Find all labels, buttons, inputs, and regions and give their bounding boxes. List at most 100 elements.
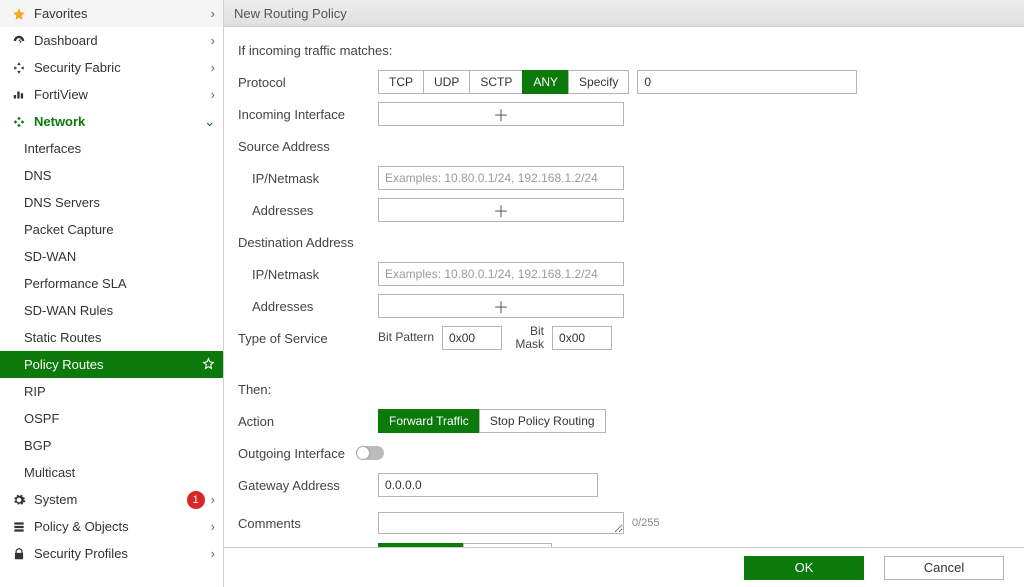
nav-label: Policy & Objects (34, 519, 211, 534)
protocol-opt-any[interactable]: ANY (522, 70, 569, 94)
row-gateway: Gateway Address (238, 471, 1010, 499)
gateway-input[interactable] (378, 473, 598, 497)
chevron-down-icon: ⌄ (204, 114, 215, 130)
sidebar-item-packet-capture[interactable]: Packet Capture (0, 216, 223, 243)
policy-icon (10, 520, 28, 534)
nav-label: Policy Routes (24, 357, 202, 372)
nav-label: RIP (24, 384, 215, 399)
protocol-opt-tcp[interactable]: TCP (378, 70, 424, 94)
protocol-opt-sctp[interactable]: SCTP (469, 70, 523, 94)
chevron-right-icon: › (211, 6, 215, 21)
label-tos: Type of Service (238, 331, 378, 346)
nav-label: System (34, 492, 187, 507)
label-incoming-interface: Incoming Interface (238, 107, 378, 122)
cancel-button[interactable]: Cancel (884, 556, 1004, 580)
sidebar-item-sdwan[interactable]: SD-WAN (0, 243, 223, 270)
sidebar-item-security-profiles[interactable]: Security Profiles › (0, 540, 223, 567)
row-dst-ipnetmask: IP/Netmask (238, 260, 1010, 288)
footer: OK Cancel (224, 547, 1024, 587)
sidebar-item-interfaces[interactable]: Interfaces (0, 135, 223, 162)
protocol-number-input[interactable] (637, 70, 857, 94)
src-addresses-add[interactable]: ＋ (378, 198, 624, 222)
label-dst-ipnetmask: IP/Netmask (238, 267, 378, 282)
label-src-ipnetmask: IP/Netmask (238, 171, 378, 186)
nav-label: Static Routes (24, 330, 215, 345)
status-opt-disabled[interactable]: ⬇ Disabled (463, 543, 552, 547)
label-bit-mask: BitMask (510, 325, 544, 351)
ok-button[interactable]: OK (744, 556, 864, 580)
label-destination-address: Destination Address (238, 235, 378, 250)
sidebar-item-performance-sla[interactable]: Performance SLA (0, 270, 223, 297)
nav-label: Interfaces (24, 141, 215, 156)
dst-ipnetmask-input[interactable] (378, 262, 624, 286)
nav-label: Dashboard (34, 33, 211, 48)
comments-input[interactable] (378, 512, 624, 534)
sidebar-item-fortiview[interactable]: FortiView › (0, 81, 223, 108)
fabric-icon (10, 61, 28, 75)
nav-label: OSPF (24, 411, 215, 426)
sidebar-item-static-routes[interactable]: Static Routes (0, 324, 223, 351)
label-protocol: Protocol (238, 75, 378, 90)
sidebar-item-security-fabric[interactable]: Security Fabric › (0, 54, 223, 81)
row-tos: Type of Service Bit Pattern BitMask (238, 324, 1010, 352)
dashboard-icon (10, 34, 28, 48)
label-gateway: Gateway Address (238, 478, 378, 493)
src-ipnetmask-input[interactable] (378, 166, 624, 190)
sidebar-item-favorites[interactable]: Favorites › (0, 0, 223, 27)
incoming-interface-add[interactable]: ＋ (378, 102, 624, 126)
action-opt-stop[interactable]: Stop Policy Routing (479, 409, 606, 433)
label-bit-pattern: Bit Pattern (378, 331, 434, 344)
protocol-opt-udp[interactable]: UDP (423, 70, 470, 94)
bit-mask-input[interactable] (552, 326, 612, 350)
outgoing-interface-toggle[interactable] (356, 446, 384, 460)
sidebar-item-rip[interactable]: RIP (0, 378, 223, 405)
nav-label: DNS Servers (24, 195, 215, 210)
status-opt-enabled[interactable]: ✔ Enabled (378, 543, 464, 547)
sidebar-item-policy-routes[interactable]: Policy Routes (0, 351, 223, 378)
row-dest-header: Destination Address (238, 228, 1010, 256)
fortiview-icon (10, 88, 28, 102)
favorite-star-icon[interactable] (202, 357, 215, 373)
sidebar-item-sdwan-rules[interactable]: SD-WAN Rules (0, 297, 223, 324)
chevron-right-icon: › (211, 87, 215, 102)
row-outgoing-interface: Outgoing Interface (238, 439, 1010, 467)
sidebar-item-network[interactable]: Network ⌄ (0, 108, 223, 135)
section-then: Then: (238, 382, 1010, 397)
chevron-right-icon: › (211, 492, 215, 507)
row-src-ipnetmask: IP/Netmask (238, 164, 1010, 192)
chevron-right-icon: › (211, 519, 215, 534)
nav-label: SD-WAN Rules (24, 303, 215, 318)
main-panel: New Routing Policy If incoming traffic m… (224, 0, 1024, 587)
sidebar: Favorites › Dashboard › Security Fabric … (0, 0, 224, 587)
sidebar-item-dns-servers[interactable]: DNS Servers (0, 189, 223, 216)
nav-label: Security Profiles (34, 546, 211, 561)
section-if: If incoming traffic matches: (238, 43, 1010, 58)
chevron-right-icon: › (211, 546, 215, 561)
row-action: Action Forward Traffic Stop Policy Routi… (238, 407, 1010, 435)
sidebar-item-system[interactable]: System 1 › (0, 486, 223, 513)
action-opt-forward[interactable]: Forward Traffic (378, 409, 480, 433)
protocol-opt-specify[interactable]: Specify (568, 70, 629, 94)
sidebar-item-multicast[interactable]: Multicast (0, 459, 223, 486)
row-comments: Comments 0/255 (238, 509, 1010, 537)
action-group: Forward Traffic Stop Policy Routing (378, 409, 606, 433)
sidebar-item-ospf[interactable]: OSPF (0, 405, 223, 432)
chevron-right-icon: › (211, 33, 215, 48)
sidebar-item-policy-objects[interactable]: Policy & Objects › (0, 513, 223, 540)
nav-label: BGP (24, 438, 215, 453)
nav-label: DNS (24, 168, 215, 183)
star-icon (10, 7, 28, 21)
sidebar-item-bgp[interactable]: BGP (0, 432, 223, 459)
bit-pattern-input[interactable] (442, 326, 502, 350)
row-source-header: Source Address (238, 132, 1010, 160)
nav-label: SD-WAN (24, 249, 215, 264)
label-dst-addresses: Addresses (238, 299, 378, 314)
lock-icon (10, 547, 28, 561)
row-src-addresses: Addresses ＋ (238, 196, 1010, 224)
nav-label: Multicast (24, 465, 215, 480)
sidebar-item-dns[interactable]: DNS (0, 162, 223, 189)
sidebar-item-dashboard[interactable]: Dashboard › (0, 27, 223, 54)
row-dst-addresses: Addresses ＋ (238, 292, 1010, 320)
label-src-addresses: Addresses (238, 203, 378, 218)
dst-addresses-add[interactable]: ＋ (378, 294, 624, 318)
